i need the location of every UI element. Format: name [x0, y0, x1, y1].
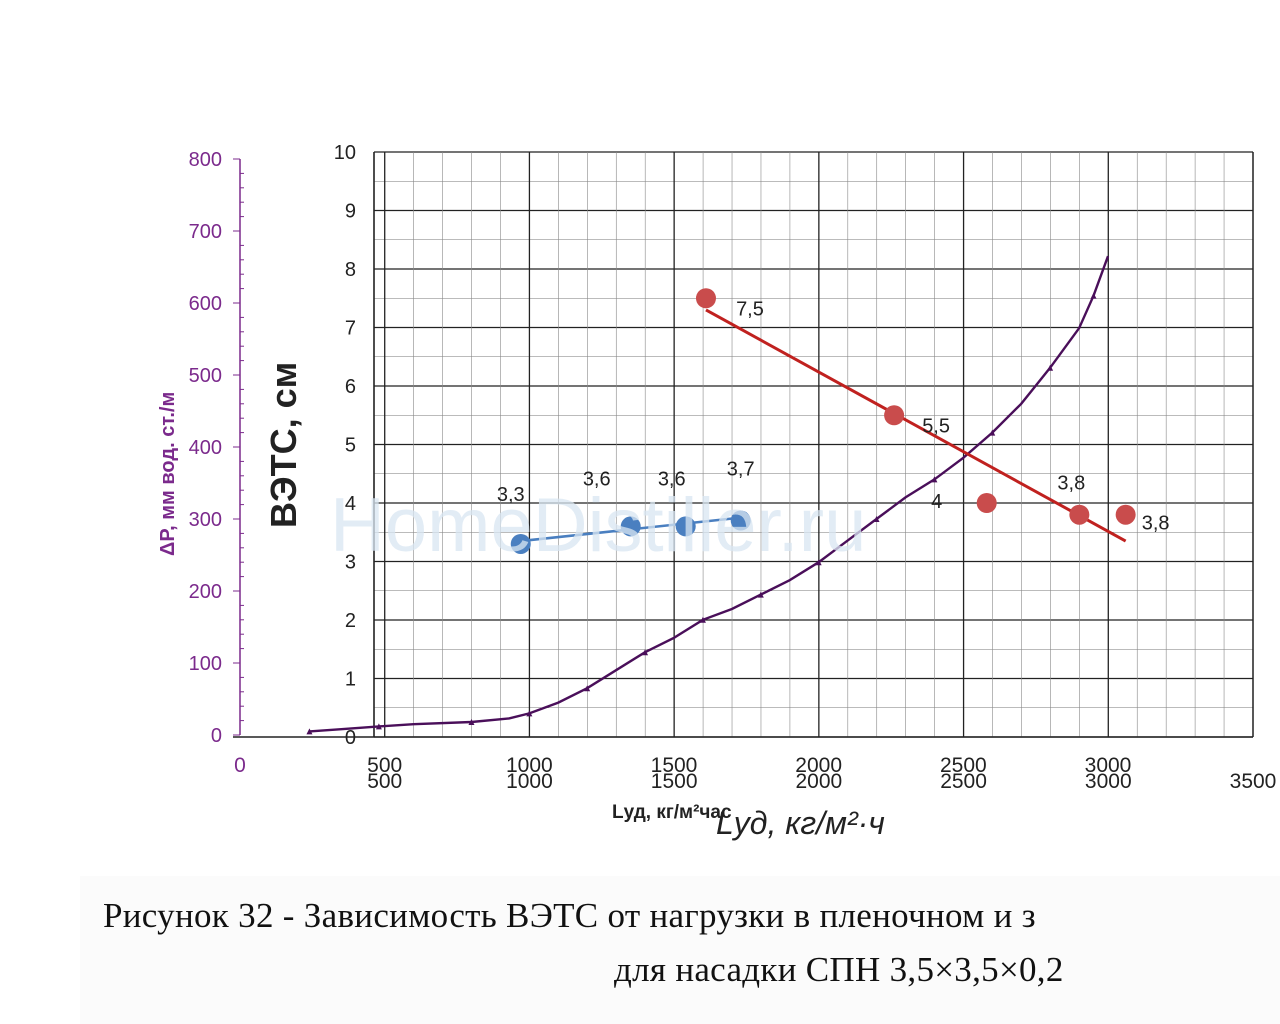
vets-y-tick-label: 1	[345, 669, 356, 691]
data-label: 3,7	[727, 459, 755, 481]
data-label: 7,5	[736, 298, 764, 320]
red-trend-line	[705, 308, 1127, 543]
pressure-axes: 0 100 200 300 400 500 600 700 800 0 500 1000 1500 200…	[189, 149, 1132, 777]
vets-y-tick-label: 0	[345, 727, 356, 749]
pressure-point	[526, 710, 533, 717]
vets-y-tick-label: 10	[334, 142, 356, 164]
pressure-curve-layer	[306, 255, 1110, 735]
vets-x-tick-label: 3500	[1230, 770, 1277, 793]
red-data-point	[976, 493, 997, 513]
vets-x-tick-label: 3000	[1085, 770, 1132, 793]
pressure-point	[642, 649, 649, 656]
pressure-point	[873, 516, 880, 522]
figure-caption-line-2: для насадки СПН 3,5×3,5×0,2	[614, 950, 1064, 989]
blue-data-point	[675, 516, 696, 537]
vets-y-axis-title: ВЭТС, см	[263, 362, 304, 528]
vets-x-tick-label: 1500	[651, 770, 698, 793]
pressure-y-tick-label: 400	[189, 437, 222, 459]
data-label: 3,6	[583, 468, 611, 490]
watermark: HomeDistiller.ru	[330, 483, 867, 568]
pressure-x-axis-title: Lуд, кг/м²час	[612, 802, 732, 823]
pressure-point	[1047, 364, 1054, 371]
pressure-x-tick-label: 3000	[1085, 754, 1132, 777]
pressure-y-tick-label: 300	[189, 509, 222, 531]
pressure-x-tick-label: 1500	[651, 754, 698, 777]
vets-x-tick-label: 2500	[940, 770, 987, 793]
pressure-point	[1090, 292, 1097, 299]
pressure-point	[699, 616, 706, 623]
data-label: 3,8	[1142, 513, 1170, 535]
blue-data-point	[730, 510, 751, 531]
vets-x-tick-label: 1000	[506, 770, 553, 793]
vets-x-tick-label: 500	[367, 770, 402, 793]
pressure-curve	[309, 255, 1110, 733]
pressure-y-tick-label: 500	[189, 365, 222, 387]
pressure-y-tick-label: 200	[189, 581, 222, 603]
figure-caption-line-1: Рисунок 32 - Зависимость ВЭТС от нагрузк…	[103, 896, 1036, 935]
data-label: 3,8	[1057, 473, 1085, 495]
pressure-point	[468, 719, 475, 726]
pressure-y-tick-label: 100	[189, 653, 222, 675]
vets-y-tick-label: 7	[345, 318, 356, 340]
pressure-point	[815, 559, 822, 566]
vets-y-tick-label: 4	[345, 493, 356, 515]
pressure-point	[989, 429, 996, 436]
pressure-y-tick-label: 800	[189, 149, 222, 171]
pressure-x-tick-label: 0	[234, 754, 246, 777]
axis-labels: ВЭТС, см ΔP, мм вод. ст./м Lуд, кг/м²часLу…	[157, 362, 885, 841]
blue-data-point	[620, 516, 641, 537]
red-data-point	[1115, 504, 1136, 525]
vets-y-tick-label: 8	[345, 259, 356, 281]
pressure-x-tick-label: 2000	[795, 754, 842, 777]
pressure-x-tick-label: 500	[367, 754, 402, 777]
pressure-y-tick-label: 0	[211, 725, 222, 747]
pressure-x-tick-label: 2500	[940, 754, 987, 777]
pressure-y-axis-title: ΔP, мм вод. ст./м	[157, 392, 179, 556]
pressure-point	[584, 685, 591, 692]
vets-y-tick-label: 2	[345, 610, 356, 632]
data-label: 3,6	[658, 468, 686, 490]
pressure-point	[375, 723, 382, 730]
grid	[233, 151, 1254, 738]
pressure-point	[306, 728, 313, 735]
vets-y-tick-label: 3	[345, 552, 356, 574]
data-label: 3,3	[497, 484, 525, 506]
red-data-point	[1069, 504, 1090, 525]
data-label: 4	[931, 491, 942, 513]
vets-y-tick-label: 9	[345, 201, 356, 223]
vets-y-tick-label: 5	[345, 435, 356, 457]
pressure-y-tick-label: 700	[189, 221, 222, 243]
data-label: 5,5	[922, 415, 950, 437]
vets-y-tick-label: 6	[345, 376, 356, 398]
chart-background	[233, 138, 1280, 853]
pressure-point	[931, 476, 938, 483]
pressure-point	[757, 591, 764, 598]
vets-x-tick-label: 2000	[795, 770, 842, 793]
vets-x-axis-title: Lуд, кг/м²·ч	[716, 805, 885, 841]
vets-series-layer: 3,3 3,6 3,6 3,7 7,5 5,5 4 3,8 3,8	[497, 288, 1170, 554]
pressure-x-tick-label: 1000	[506, 754, 553, 777]
blue-data-point	[510, 533, 531, 554]
pressure-y-tick-label: 600	[189, 293, 222, 315]
red-data-point	[884, 405, 905, 426]
red-data-point	[695, 288, 716, 309]
vets-axes: 0 1 2 3 4 5 6 7 8 9 10 500 1000 1500 2000 2500 3000 3500	[334, 142, 1277, 793]
caption-background	[80, 876, 1280, 1024]
